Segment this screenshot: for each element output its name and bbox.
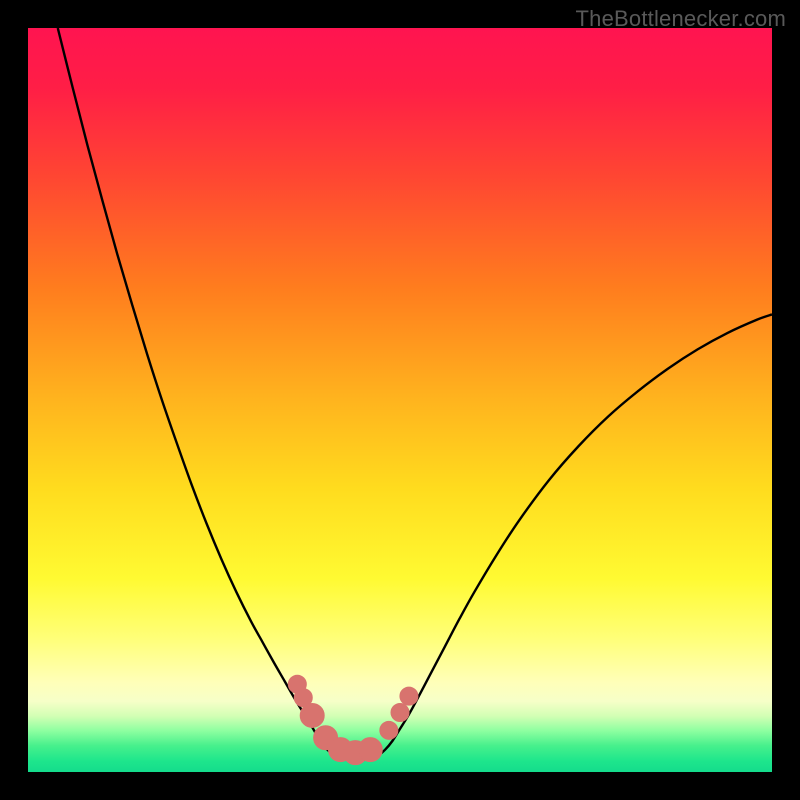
chart-stage: TheBottlenecker.com: [0, 0, 800, 800]
curve-marker: [391, 703, 409, 721]
watermark-text: TheBottlenecker.com: [576, 6, 786, 32]
curve-marker: [400, 687, 418, 705]
curve-marker: [300, 703, 324, 727]
gradient-panel: [28, 28, 772, 772]
curve-marker: [358, 738, 382, 762]
bottleneck-chart: [0, 0, 800, 800]
curve-marker: [380, 721, 398, 739]
